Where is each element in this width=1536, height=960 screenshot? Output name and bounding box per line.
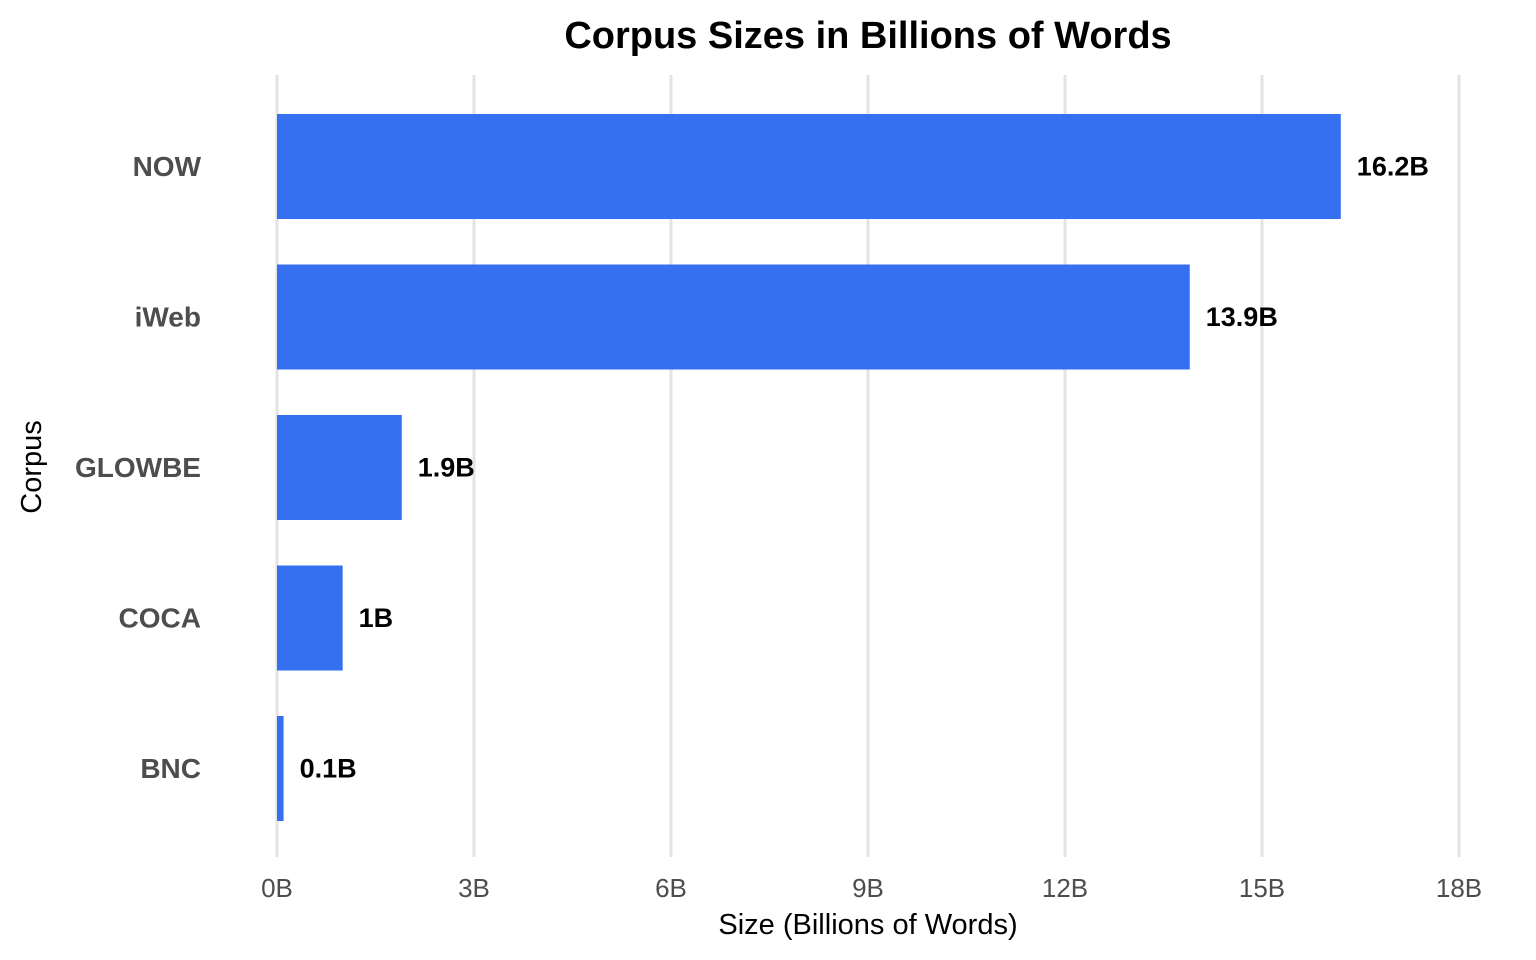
bar-bnc — [277, 716, 284, 821]
x-tick-label-4: 12B — [1042, 873, 1088, 903]
chart-title: Corpus Sizes in Billions of Words — [564, 15, 1171, 57]
y-tick-label-now: NOW — [133, 151, 202, 182]
y-tick-label-glowbe: GLOWBE — [75, 452, 201, 483]
data-labels: 16.2B 13.9B 1.9B 1B 0.1B — [300, 152, 1429, 784]
x-axis-ticks: 0B 3B 6B 9B 12B 15B 18B — [261, 873, 1482, 903]
y-axis-label: Corpus — [16, 420, 48, 514]
x-tick-label-0: 0B — [261, 873, 293, 903]
bar-iweb — [277, 264, 1190, 370]
x-tick-label-2: 6B — [655, 873, 687, 903]
x-tick-label-1: 3B — [458, 873, 490, 903]
data-label-iweb: 13.9B — [1206, 302, 1278, 332]
bar-now — [277, 114, 1341, 219]
bar-glowbe — [277, 415, 402, 520]
x-axis-label: Size (Billions of Words) — [718, 909, 1017, 941]
y-tick-label-iweb: iWeb — [135, 302, 201, 333]
data-label-now: 16.2B — [1357, 152, 1429, 182]
y-tick-label-coca: COCA — [119, 603, 201, 634]
data-label-coca: 1B — [359, 603, 394, 633]
x-tick-label-6: 18B — [1436, 873, 1482, 903]
x-tick-label-3: 9B — [852, 873, 884, 903]
y-tick-label-bnc: BNC — [140, 753, 201, 784]
data-label-glowbe: 1.9B — [418, 453, 475, 483]
bars — [277, 114, 1341, 821]
x-tick-label-5: 15B — [1239, 873, 1285, 903]
y-axis-ticks: NOW iWeb GLOWBE COCA BNC — [75, 151, 202, 784]
bar-coca — [277, 565, 343, 671]
data-label-bnc: 0.1B — [300, 754, 357, 784]
